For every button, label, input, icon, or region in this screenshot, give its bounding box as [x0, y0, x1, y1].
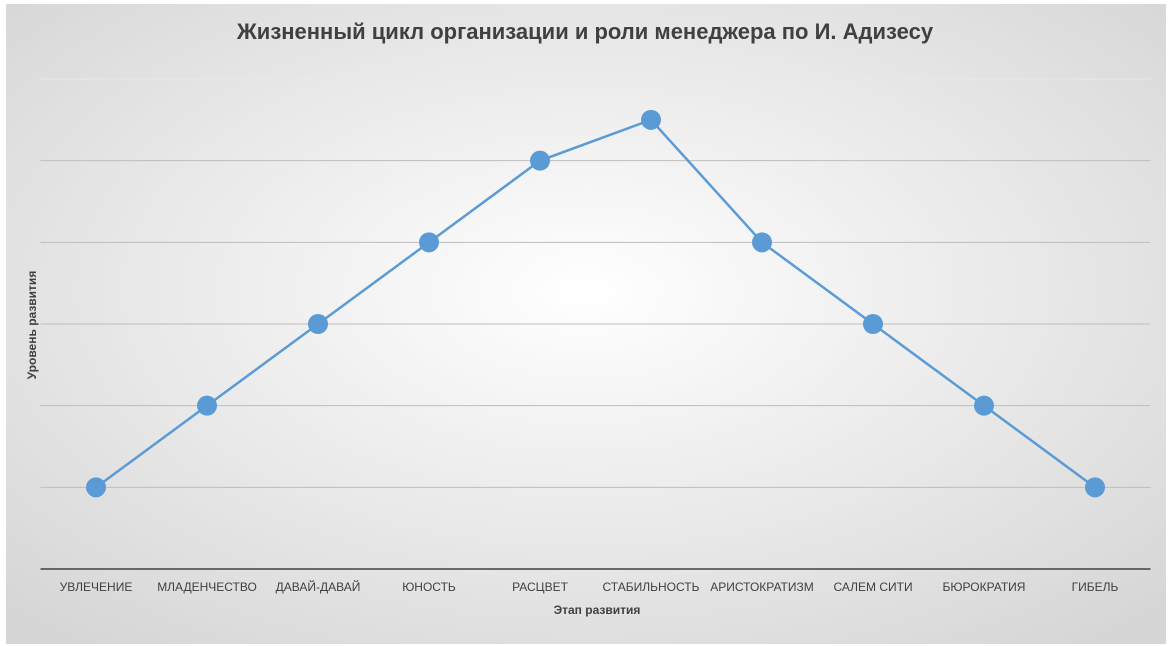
x-tick-label: РАСЦВЕТ — [512, 580, 568, 594]
line — [95, 118, 1096, 489]
y-axis-label: Уровень развития — [25, 271, 39, 380]
x-tick-label: СТАБИЛЬНОСТЬ — [603, 580, 700, 594]
marker — [1085, 477, 1105, 498]
x-tick-label: ДАВАЙ-ДАВАЙ — [276, 579, 361, 594]
x-tick-label: САЛЕМ СИТИ — [833, 580, 912, 594]
chart-title: Жизненный цикл организации и роли менедж… — [236, 19, 934, 44]
x-axis-label: Этап развития — [554, 603, 641, 617]
x-tick-label: МЛАДЕНЧЕСТВО — [157, 580, 257, 594]
marker — [752, 232, 772, 253]
marker — [641, 109, 661, 130]
marker — [308, 314, 328, 334]
x-tick-label: АРИСТОКРАТИЗМ — [710, 580, 813, 594]
marker — [863, 314, 883, 334]
marker — [974, 395, 994, 416]
x-tick-label: ЮНОСТЬ — [402, 580, 456, 594]
x-tick-label: ГИБЕЛЬ — [1072, 580, 1119, 594]
marker — [530, 150, 550, 171]
marker — [419, 232, 439, 253]
marker — [86, 477, 106, 498]
marker — [197, 395, 217, 416]
x-tick-label: БЮРОКРАТИЯ — [943, 580, 1026, 594]
x-tick-label: УВЛЕЧЕНИЕ — [60, 580, 133, 594]
